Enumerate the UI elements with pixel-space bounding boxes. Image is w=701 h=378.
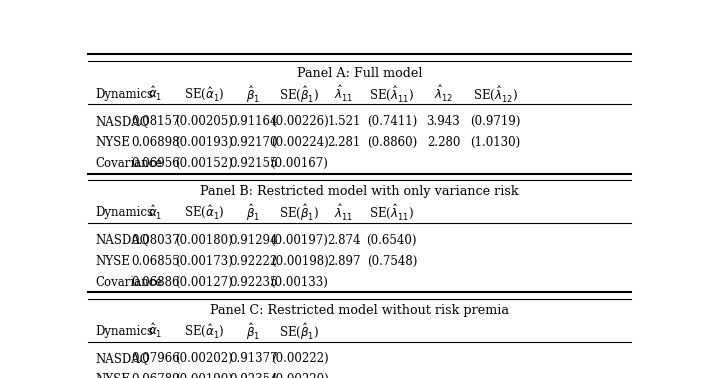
Text: (0.00133): (0.00133) xyxy=(271,276,329,289)
Text: (0.7548): (0.7548) xyxy=(367,255,417,268)
Text: 0.08157: 0.08157 xyxy=(131,115,179,128)
Text: (0.00226): (0.00226) xyxy=(271,115,328,128)
Text: SE($\hat{\lambda}_{11}$): SE($\hat{\lambda}_{11}$) xyxy=(369,85,414,104)
Text: (0.7411): (0.7411) xyxy=(367,115,417,128)
Text: (0.00220): (0.00220) xyxy=(271,373,328,378)
Text: 2.281: 2.281 xyxy=(327,136,361,149)
Text: (0.00222): (0.00222) xyxy=(271,352,328,365)
Text: 0.08037: 0.08037 xyxy=(131,234,180,246)
Text: 0.92222: 0.92222 xyxy=(229,255,278,268)
Text: 0.92170: 0.92170 xyxy=(229,136,278,149)
Text: (0.6540): (0.6540) xyxy=(367,234,417,246)
Text: Panel C: Restricted model without risk premia: Panel C: Restricted model without risk p… xyxy=(210,304,509,317)
Text: 2.897: 2.897 xyxy=(327,255,361,268)
Text: 0.06789: 0.06789 xyxy=(131,373,180,378)
Text: SE($\hat{\alpha}_1$): SE($\hat{\alpha}_1$) xyxy=(184,323,224,340)
Text: SE($\hat{\beta}_1$): SE($\hat{\beta}_1$) xyxy=(280,84,320,105)
Text: (0.00198): (0.00198) xyxy=(271,255,328,268)
Text: Covariance: Covariance xyxy=(96,276,163,289)
Text: $\hat{\beta}_1$: $\hat{\beta}_1$ xyxy=(246,202,260,223)
Text: 0.91294: 0.91294 xyxy=(229,234,278,246)
Text: 3.943: 3.943 xyxy=(427,115,461,128)
Text: SE($\hat{\alpha}_1$): SE($\hat{\alpha}_1$) xyxy=(184,204,224,222)
Text: (0.00127): (0.00127) xyxy=(175,276,233,289)
Text: 0.92155: 0.92155 xyxy=(229,158,278,170)
Text: 0.06898: 0.06898 xyxy=(131,136,179,149)
Text: 0.91164: 0.91164 xyxy=(229,115,278,128)
Text: 0.06886: 0.06886 xyxy=(131,276,179,289)
Text: $\hat{\alpha}_1$: $\hat{\alpha}_1$ xyxy=(149,322,163,341)
Text: SE($\hat{\beta}_1$): SE($\hat{\beta}_1$) xyxy=(280,202,320,223)
Text: Dynamics: Dynamics xyxy=(96,325,154,338)
Text: (0.00167): (0.00167) xyxy=(271,158,329,170)
Text: (0.00205): (0.00205) xyxy=(175,115,233,128)
Text: SE($\hat{\beta}_1$): SE($\hat{\beta}_1$) xyxy=(280,321,320,342)
Text: $\hat{\lambda}_{11}$: $\hat{\lambda}_{11}$ xyxy=(334,84,354,104)
Text: 2.280: 2.280 xyxy=(427,136,460,149)
Text: 0.07966: 0.07966 xyxy=(131,352,180,365)
Text: $\hat{\beta}_1$: $\hat{\beta}_1$ xyxy=(246,321,260,342)
Text: 2.874: 2.874 xyxy=(327,234,361,246)
Text: $\hat{\alpha}_1$: $\hat{\alpha}_1$ xyxy=(149,204,163,222)
Text: Covariance: Covariance xyxy=(96,158,163,170)
Text: (0.9719): (0.9719) xyxy=(470,115,520,128)
Text: Panel B: Restricted model with only variance risk: Panel B: Restricted model with only vari… xyxy=(200,185,519,198)
Text: $\hat{\alpha}_1$: $\hat{\alpha}_1$ xyxy=(149,85,163,103)
Text: SE($\hat{\lambda}_{12}$): SE($\hat{\lambda}_{12}$) xyxy=(472,85,517,104)
Text: $\hat{\lambda}_{12}$: $\hat{\lambda}_{12}$ xyxy=(434,84,453,104)
Text: SE($\hat{\alpha}_1$): SE($\hat{\alpha}_1$) xyxy=(184,86,224,103)
Text: (0.00197): (0.00197) xyxy=(271,234,329,246)
Text: Dynamics: Dynamics xyxy=(96,88,154,101)
Text: (0.00152): (0.00152) xyxy=(175,158,233,170)
Text: (0.00193): (0.00193) xyxy=(175,136,233,149)
Text: 0.06956: 0.06956 xyxy=(131,158,180,170)
Text: NYSE: NYSE xyxy=(96,255,130,268)
Text: NASDAQ: NASDAQ xyxy=(96,234,150,246)
Text: (0.00202): (0.00202) xyxy=(175,352,233,365)
Text: 0.06855: 0.06855 xyxy=(131,255,180,268)
Text: NYSE: NYSE xyxy=(96,373,130,378)
Text: (0.00173): (0.00173) xyxy=(175,255,233,268)
Text: (1.0130): (1.0130) xyxy=(470,136,520,149)
Text: (0.00180): (0.00180) xyxy=(175,234,233,246)
Text: Dynamics: Dynamics xyxy=(96,206,154,219)
Text: (0.00190): (0.00190) xyxy=(175,373,233,378)
Text: NASDAQ: NASDAQ xyxy=(96,352,150,365)
Text: NASDAQ: NASDAQ xyxy=(96,115,150,128)
Text: NYSE: NYSE xyxy=(96,136,130,149)
Text: $\hat{\lambda}_{11}$: $\hat{\lambda}_{11}$ xyxy=(334,203,354,223)
Text: SE($\hat{\lambda}_{11}$): SE($\hat{\lambda}_{11}$) xyxy=(369,203,414,222)
Text: (0.8860): (0.8860) xyxy=(367,136,417,149)
Text: 1.521: 1.521 xyxy=(327,115,361,128)
Text: 0.92235: 0.92235 xyxy=(229,276,278,289)
Text: Panel A: Full model: Panel A: Full model xyxy=(297,67,422,79)
Text: (0.00224): (0.00224) xyxy=(271,136,328,149)
Text: 0.92354: 0.92354 xyxy=(229,373,278,378)
Text: 0.91377: 0.91377 xyxy=(229,352,278,365)
Text: $\hat{\beta}_1$: $\hat{\beta}_1$ xyxy=(246,84,260,105)
